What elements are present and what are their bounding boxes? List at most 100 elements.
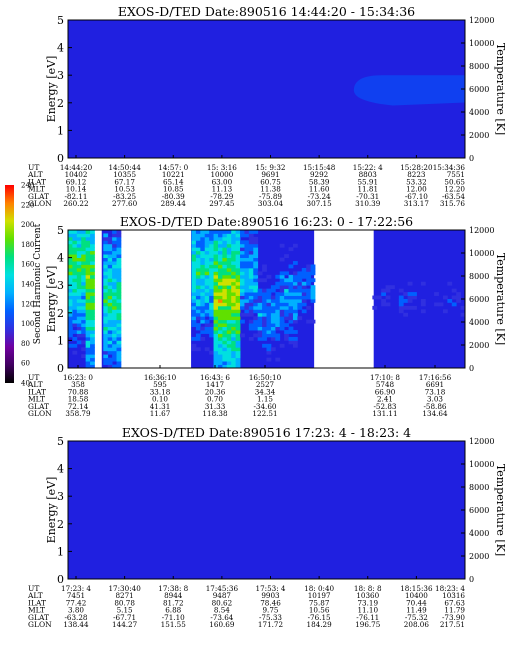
- spectrogram-cell: [81, 230, 87, 234]
- right-tick-label: 8000: [469, 62, 489, 71]
- spectrogram-cell: [297, 295, 303, 300]
- spectrogram-cell: [222, 333, 228, 338]
- spectrogram-cell: [103, 295, 109, 300]
- spectrogram-cell: [90, 319, 95, 324]
- spectrogram-cell: [112, 326, 117, 331]
- spectrogram-cell: [262, 278, 267, 283]
- spectrogram-cell: [244, 292, 250, 296]
- spectrogram-cell: [231, 316, 237, 321]
- spectrogram-cell: [213, 257, 219, 262]
- spectrogram-cell: [217, 285, 223, 290]
- right-tick-label: 12000: [469, 16, 494, 25]
- spectrogram-cell: [90, 316, 95, 321]
- spectrogram-cell: [235, 233, 241, 238]
- table-row-label: UT: [28, 163, 39, 172]
- spectrogram-cell: [235, 333, 241, 338]
- spectrogram-cell: [112, 333, 117, 338]
- spectrogram-cell: [90, 364, 95, 369]
- spectrogram-cell: [217, 323, 223, 327]
- table-cell: 9691: [261, 170, 279, 179]
- spectrogram-cell: [213, 319, 219, 324]
- spectrogram-cell: [116, 312, 122, 317]
- spectrogram-cell: [434, 302, 439, 307]
- spectrogram-cell: [226, 274, 232, 279]
- spectrogram-cell: [253, 305, 259, 310]
- table-cell: 10.53: [114, 185, 135, 194]
- spectrogram-cell: [292, 302, 298, 307]
- spectrogram-cell: [244, 240, 250, 245]
- table-cell: 34.34: [255, 387, 276, 396]
- table-cell: 16:23: 0: [63, 373, 93, 382]
- spectrogram-cell: [248, 336, 254, 341]
- spectrogram-cell: [385, 302, 391, 307]
- spectrogram-cell: [240, 271, 245, 276]
- table-cell: -75.32: [405, 613, 428, 622]
- left-tick-label: 0: [57, 573, 64, 586]
- spectrogram-cell: [85, 340, 91, 345]
- table-cell: 122.51: [252, 409, 277, 418]
- spectrogram-cell: [195, 333, 201, 338]
- table-cell: 0.70: [207, 395, 223, 404]
- spectrogram-cell: [90, 230, 95, 234]
- spectrogram-cell: [235, 323, 241, 327]
- table-cell: 10400: [405, 591, 428, 600]
- spectrogram-cell: [231, 285, 237, 290]
- spectrogram-cell: [112, 292, 117, 296]
- right-tick-label: 2000: [469, 341, 489, 350]
- table-cell: -73.24: [308, 192, 331, 201]
- spectrogram-cell: [81, 267, 87, 272]
- spectrogram-cell: [226, 267, 232, 272]
- spectrogram-cell: [257, 330, 263, 334]
- spectrogram-cell: [310, 288, 316, 293]
- spectrogram-cell: [297, 299, 303, 303]
- spectrogram-cell: [112, 257, 117, 262]
- spectrogram-cell: [204, 267, 210, 272]
- spectrogram-cell: [213, 350, 219, 355]
- spectrogram-cell: [76, 285, 82, 290]
- table-row-label: GLON: [28, 199, 52, 208]
- spectrogram-cell: [226, 285, 232, 290]
- spectrogram-cell: [244, 285, 250, 290]
- spectrogram-cell: [248, 240, 254, 245]
- right-tick-label: 0: [469, 364, 474, 373]
- table-cell: -63.54: [442, 192, 465, 201]
- spectrogram-cell: [107, 254, 113, 258]
- table-cell: -67.71: [113, 613, 136, 622]
- spectrogram-cell: [398, 288, 404, 293]
- spectrogram-cell: [200, 274, 206, 279]
- spectrogram-cell: [72, 240, 78, 245]
- spectrogram-cell: [107, 243, 113, 248]
- spectrogram-cell: [85, 343, 91, 348]
- spectrogram-cell: [81, 295, 87, 300]
- spectrogram-cell: [76, 271, 82, 276]
- spectrogram-cell: [226, 343, 232, 348]
- spectrogram-cell: [107, 330, 113, 334]
- spectrogram-cell: [213, 340, 219, 345]
- spectrogram-cell: [266, 288, 272, 293]
- spectrogram-cell: [81, 354, 87, 359]
- table-cell: 33.18: [150, 387, 171, 396]
- spectrogram-cell: [72, 285, 78, 290]
- table-cell: 6.88: [165, 606, 181, 615]
- spectrogram-cell: [72, 257, 78, 262]
- spectrogram-cell: [90, 278, 95, 283]
- spectrogram-cell: [235, 309, 241, 314]
- colorbar: 40 60 80 100 120 140 160 180 200 220 240 Second Har…: [5, 182, 43, 388]
- spectrogram-cell: [226, 264, 232, 269]
- spectrogram-cell: [244, 233, 250, 238]
- table-cell: 18:15:36: [400, 584, 433, 593]
- table-cell: 16:36:10: [144, 373, 177, 382]
- spectrogram-cell: [226, 257, 232, 262]
- spectrogram-cell: [76, 330, 82, 334]
- spectrogram-cell: [112, 274, 117, 279]
- table-row-label: ILAT: [28, 177, 46, 186]
- spectrogram-cell: [76, 288, 82, 293]
- left-tick-label: 3: [57, 69, 64, 82]
- spectrogram-cell: [381, 299, 386, 303]
- spectrogram-cell: [81, 247, 87, 252]
- spectrogram-cell: [107, 361, 113, 365]
- spectrogram-cell: [222, 240, 228, 245]
- spectrogram-cell: [222, 292, 228, 296]
- spectrogram-cell: [85, 240, 91, 245]
